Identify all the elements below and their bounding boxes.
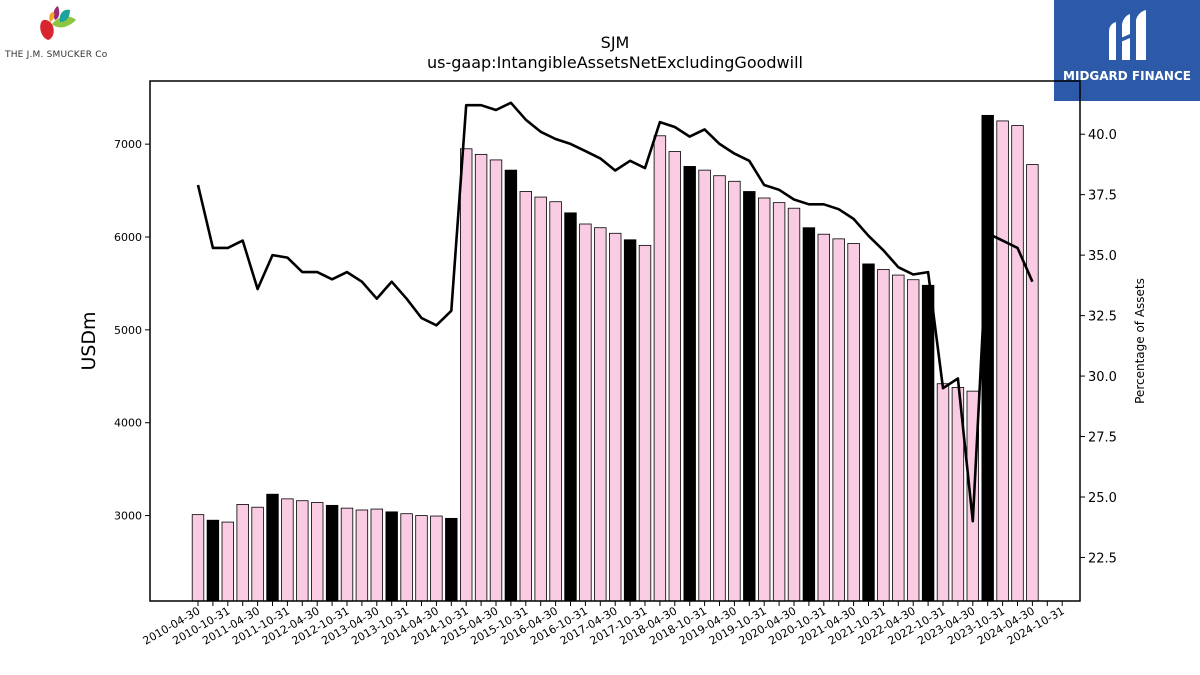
bar-2013-10-31 [400, 513, 413, 602]
y2-tick-label: 40.0 [1088, 128, 1117, 143]
bar-2014-10-31 [459, 148, 473, 602]
bar-2011-10-31 [281, 498, 294, 602]
bar-2016-07-31 [564, 212, 577, 602]
y2-tick-label: 27.5 [1088, 431, 1117, 446]
bar-2013-04-30 [370, 508, 384, 602]
y-tick-label: 6000 [114, 231, 142, 244]
bar-2020-10-31 [817, 233, 831, 602]
y-tick-label: 3000 [114, 510, 142, 523]
bar-2012-01-31 [296, 500, 309, 602]
y2-tick-label: 32.5 [1088, 310, 1117, 325]
bar-2020-07-31 [802, 227, 816, 602]
y-tick-label: 7000 [114, 138, 142, 151]
bar-2020-01-31 [772, 202, 786, 602]
bar-2011-01-31 [236, 504, 249, 602]
bar-2013-01-31 [355, 509, 369, 602]
bar-2015-10-31 [519, 191, 533, 602]
bar-2012-10-31 [340, 507, 354, 602]
bar-2022-10-31 [936, 383, 950, 602]
bar-2015-01-31 [474, 153, 488, 602]
bar-2019-04-30 [728, 180, 741, 602]
bar-2018-07-31 [683, 166, 696, 602]
y-axis-label: USDm [78, 311, 100, 370]
bar-2011-07-31 [266, 493, 279, 602]
bar-2023-10-31 [996, 120, 1009, 602]
bar-2017-10-31 [638, 244, 652, 602]
bar-2018-04-30 [668, 151, 682, 602]
bar-2014-01-31 [415, 515, 428, 602]
bar-2017-04-30 [609, 232, 622, 602]
y-tick-label: 4000 [114, 417, 142, 430]
bar-2010-07-31 [206, 519, 220, 602]
bar-2018-10-31 [698, 169, 711, 602]
y2-axis-label: Percentage of Assets [1133, 278, 1147, 404]
fruit-logo-icon [40, 6, 76, 40]
bar-2022-04-30 [907, 279, 920, 602]
bar-2016-10-31 [579, 223, 592, 602]
bar-2011-04-30 [251, 506, 264, 602]
bar-2014-07-31 [445, 517, 458, 602]
bar-2017-01-31 [594, 227, 607, 602]
bar-2012-07-31 [325, 504, 339, 602]
smucker-logo: THE J.M. SMUCKER Co [0, 0, 130, 70]
bar-2021-01-31 [832, 238, 845, 602]
y2-tick-label: 30.0 [1088, 370, 1117, 385]
pct-of-assets-line [196, 101, 1034, 523]
bar-2010-04-30 [191, 514, 205, 602]
smucker-brand-text: THE J.M. SMUCKER Co [5, 50, 108, 60]
midgard-brand-text: MIDGARD FINANCE [1063, 69, 1191, 83]
chart-subtitle: us-gaap:IntangibleAssetsNetExcludingGood… [427, 53, 803, 72]
y2-tick-label: 35.0 [1088, 249, 1117, 264]
bar-2024-01-31 [1011, 125, 1024, 602]
bar-2017-07-31 [623, 239, 637, 602]
y2-tick-label: 37.5 [1088, 189, 1117, 204]
bar-2014-04-30 [430, 515, 443, 602]
bar-2016-01-31 [534, 196, 547, 602]
bar-2020-04-30 [787, 207, 801, 602]
bar-2021-04-30 [847, 243, 860, 602]
bar-2013-07-31 [385, 511, 398, 602]
bar-2015-04-30 [489, 159, 503, 602]
bar-2023-07-31 [981, 114, 994, 602]
bar-2021-07-31 [862, 263, 875, 602]
bar-2019-07-31 [743, 191, 756, 602]
chart-title: SJM [601, 33, 630, 52]
bar-2022-07-31 [921, 284, 935, 602]
bar-2012-04-30 [310, 502, 324, 602]
bar-2019-10-31 [758, 197, 771, 602]
y2-tick-label: 22.5 [1088, 551, 1117, 566]
bar-2024-04-30 [1026, 164, 1039, 602]
y2-tick-label: 25.0 [1088, 491, 1117, 506]
y-tick-label: 5000 [114, 324, 142, 337]
bar-2021-10-31 [877, 269, 890, 602]
bar-2010-10-31 [221, 521, 235, 602]
bar-2018-01-31 [653, 135, 667, 602]
midgard-mark-icon [1109, 10, 1146, 60]
bar-2016-04-30 [549, 201, 562, 602]
midgard-logo: MIDGARD FINANCE [1054, 0, 1200, 101]
bar-2022-01-31 [892, 274, 905, 602]
bar-2015-07-31 [504, 169, 518, 602]
bar-2019-01-31 [713, 175, 726, 602]
